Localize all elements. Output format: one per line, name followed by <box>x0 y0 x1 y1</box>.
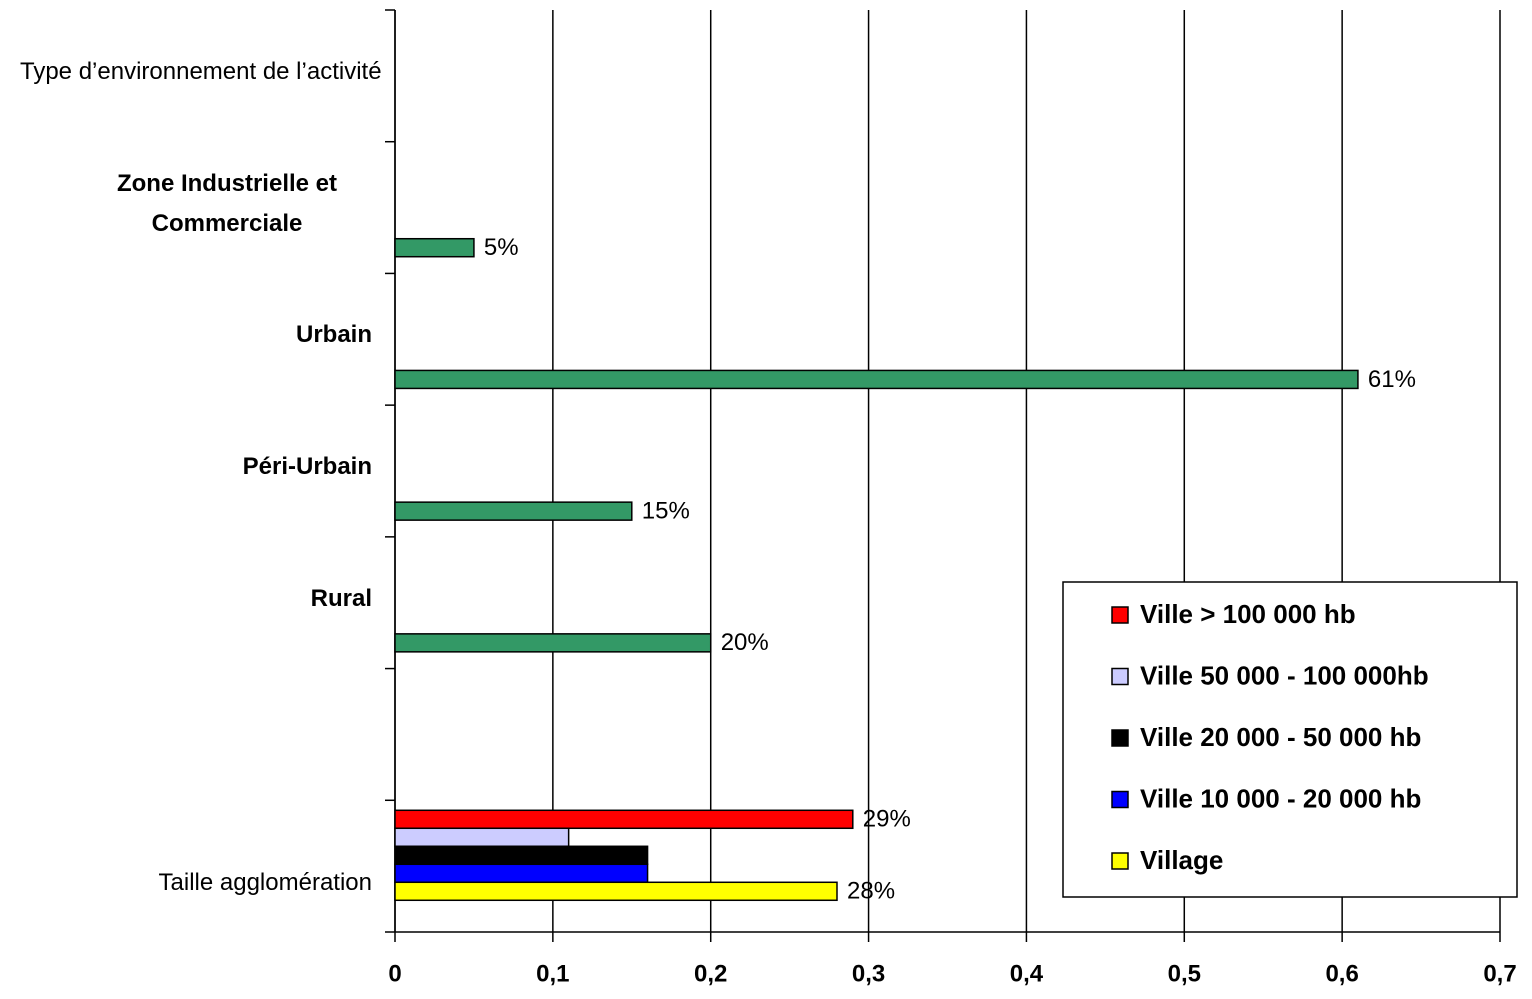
legend-label: Village <box>1140 845 1223 875</box>
bar <box>394 237 475 258</box>
legend-swatch <box>1111 606 1129 624</box>
value-label: 20% <box>721 629 769 656</box>
x-tick-label: 0,5 <box>1168 960 1201 987</box>
y-tick-label: Taille agglomération <box>20 863 372 903</box>
x-tick-label: 0,7 <box>1483 960 1516 987</box>
value-label: 61% <box>1368 366 1416 393</box>
value-label: 28% <box>847 878 895 905</box>
legend-label: Ville 20 000 - 50 000 hb <box>1140 722 1421 752</box>
y-tick-label-text: Péri-Urbain <box>242 453 372 481</box>
legend-label: Ville 50 000 - 100 000hb <box>1140 660 1429 690</box>
value-label: 15% <box>642 497 690 524</box>
legend-label: Ville > 100 000 hb <box>1140 599 1356 629</box>
legend-label: Ville 10 000 - 20 000 hb <box>1140 783 1421 813</box>
x-tick-label: 0,6 <box>1325 960 1358 987</box>
y-tick-label-text: Taille agglomération <box>158 869 372 897</box>
bar <box>394 809 854 830</box>
y-tick-label-text: Zone Industrielle et Commerciale <box>116 169 338 237</box>
bar <box>394 881 838 902</box>
x-tick-label: 0,4 <box>1010 960 1044 987</box>
y-tick-label: Péri-Urbain <box>20 447 372 487</box>
y-tick-label: Urbain <box>20 315 372 355</box>
y-tick-label-text: Urbain <box>295 321 372 349</box>
legend-swatch <box>1111 729 1129 747</box>
y-tick-label-text: Rural <box>310 584 372 612</box>
y-tick-label: Rural <box>20 579 372 619</box>
x-tick-label: 0,3 <box>852 960 885 987</box>
bar <box>394 827 570 848</box>
legend-box <box>1062 581 1518 898</box>
legend-swatch <box>1111 852 1129 870</box>
x-tick-label: 0,1 <box>536 960 569 987</box>
y-tick-label: Zone Industrielle et Commerciale <box>20 164 372 244</box>
bar <box>394 633 712 653</box>
y-tick-label: Type d’environnement de l’activité <box>20 52 720 92</box>
value-label: 29% <box>863 806 911 833</box>
x-tick-label: 0 <box>388 960 401 987</box>
bar <box>394 845 649 866</box>
x-tick-label: 0,2 <box>694 960 727 987</box>
legend-swatch <box>1111 790 1129 809</box>
bar <box>394 501 633 521</box>
bar <box>394 863 649 884</box>
legend-swatch <box>1111 667 1129 686</box>
y-tick-label-text: Type d’environnement de l’activité <box>20 58 382 85</box>
bar <box>394 369 1359 390</box>
value-label: 5% <box>484 234 519 261</box>
